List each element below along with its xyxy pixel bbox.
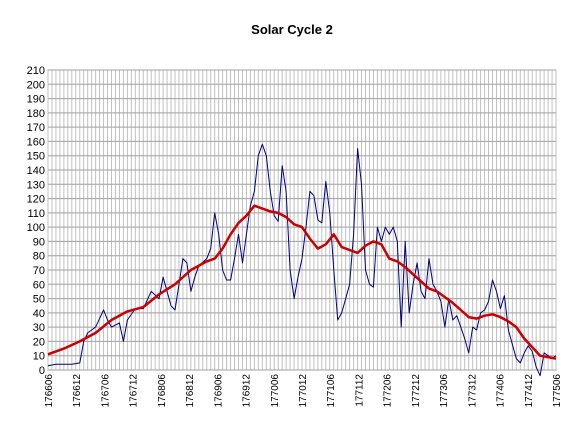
x-tick-label: 177206	[383, 374, 394, 408]
y-tick-label: 150	[27, 151, 45, 163]
x-tick-label: 177212	[411, 374, 422, 408]
x-tick-label: 176706	[100, 374, 111, 408]
y-tick-label: 50	[33, 294, 45, 306]
x-tick-label: 176612	[72, 374, 83, 408]
y-tick-label: 60	[33, 279, 45, 291]
x-tick-label: 177506	[552, 374, 563, 408]
series-layer	[47, 143, 557, 377]
y-tick-label: 190	[27, 94, 45, 106]
y-tick-label: 170	[27, 122, 45, 134]
x-tick-label: 177106	[326, 374, 337, 408]
y-tick-label: 10	[33, 351, 45, 363]
y-tick-label: 110	[27, 208, 45, 220]
y-tick-label: 120	[27, 194, 45, 206]
x-tick-label: 176806	[157, 374, 168, 408]
y-tick-label: 180	[27, 108, 45, 120]
y-tick-label: 100	[27, 222, 45, 234]
x-tick-label: 177306	[439, 374, 450, 408]
y-tick-label: 20	[33, 336, 45, 348]
chart-title: Solar Cycle 2	[251, 22, 333, 37]
y-tick-label: 160	[27, 136, 45, 148]
y-tick-label: 0	[39, 365, 45, 377]
y-tick-label: 200	[27, 79, 45, 91]
x-tick-label: 176712	[129, 374, 140, 408]
y-axis-ticks: 0 10 20 30 40 50 60 70 80 90 100 110 120 130 140 150 160…	[27, 65, 45, 377]
x-tick-label: 176606	[44, 374, 55, 408]
y-tick-label: 130	[27, 179, 45, 191]
x-tick-label: 177112	[354, 374, 365, 407]
y-tick-label: 40	[33, 308, 45, 320]
x-tick-label: 177312	[467, 374, 478, 408]
x-axis-ticks: 176606 176612 176706 176712 176806 176812 1769…	[44, 374, 563, 408]
x-tick-label: 176812	[185, 374, 196, 408]
x-tick-label: 177006	[270, 374, 281, 408]
x-tick-label: 176906	[213, 374, 224, 408]
y-tick-label: 80	[33, 251, 45, 263]
x-tick-label: 176912	[242, 374, 253, 408]
y-tick-label: 210	[27, 65, 45, 77]
smoothed-series-line	[47, 204, 557, 360]
y-tick-label: 70	[33, 265, 45, 277]
y-tick-label: 140	[27, 165, 45, 177]
y-tick-label: 30	[33, 322, 45, 334]
y-tick-label: 90	[33, 236, 45, 248]
x-tick-label: 177406	[496, 374, 507, 408]
grid-lines	[47, 69, 557, 371]
x-tick-label: 177012	[298, 374, 309, 408]
x-tick-label: 177412	[524, 374, 535, 408]
